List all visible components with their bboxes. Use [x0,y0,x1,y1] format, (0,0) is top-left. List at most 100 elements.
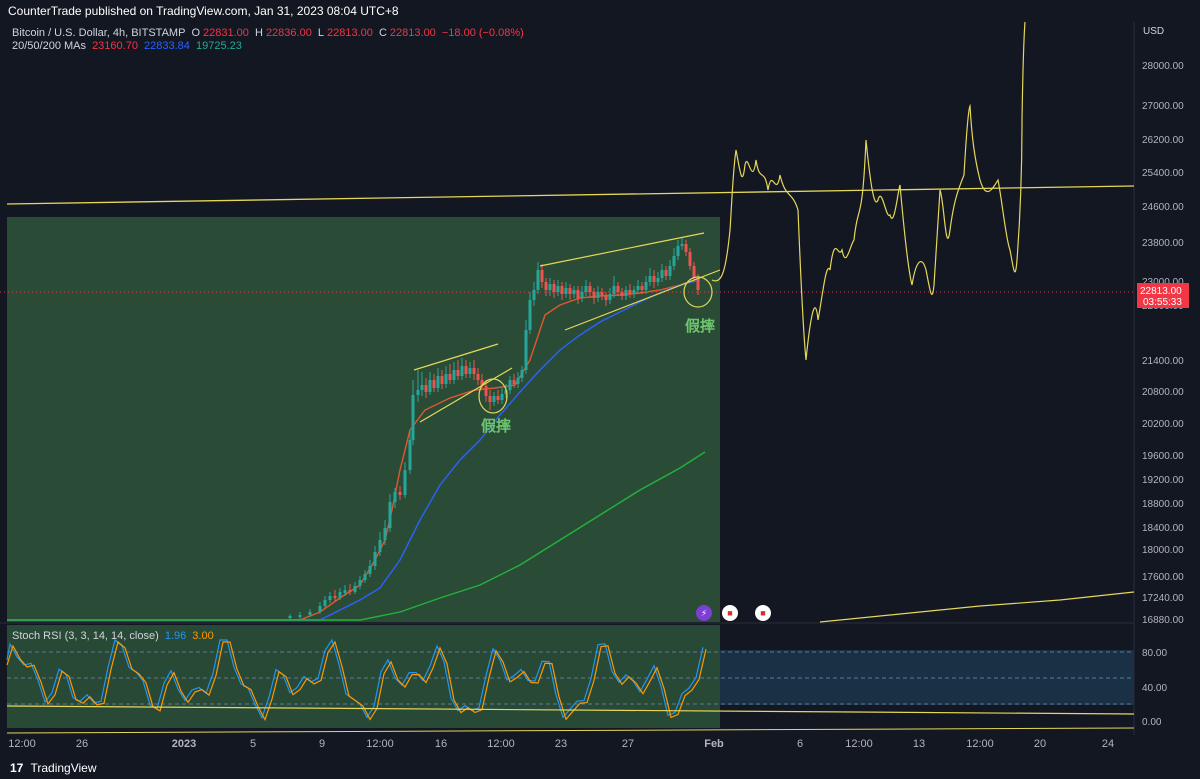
x-tick-label: 9 [319,738,325,750]
x-tick-label: 6 [797,738,803,750]
candle-body [512,380,516,384]
x-tick-label: 12:00 [845,738,873,750]
x-tick-label: 12:00 [366,738,394,750]
highlight-region [7,217,1134,728]
us-flag-icon[interactable]: ■ [722,605,738,621]
candle-body [652,276,656,282]
open-label: O [191,27,201,39]
candle-body [604,296,608,300]
candle-body [620,292,624,296]
candle-body [656,278,660,282]
x-tick-label: 26 [76,738,88,750]
x-tick-label: 12:00 [8,738,36,750]
y-tick-label: 17600.00 [1142,572,1184,583]
candle-body [532,290,536,300]
ma50-value: 22833.84 [144,40,190,52]
x-tick-label: 20 [1034,738,1046,750]
x-tick-label: 12:00 [966,738,994,750]
candle-body [420,385,424,390]
candle-body [608,294,612,300]
y-tick-label: 18400.00 [1142,523,1184,534]
footer: 17 TradingView [0,757,1200,779]
candle-body [568,288,572,294]
candle-body [680,244,684,246]
candle-body [632,290,636,294]
y-tick-label: 16880.00 [1142,615,1184,626]
candle-body [536,270,540,290]
candle-body [403,470,407,495]
candle-body [448,374,452,380]
tradingview-brand: TradingView [30,761,97,775]
candle-body [388,502,392,528]
candle-body [480,380,484,386]
candle-body [528,300,532,330]
candle-body [640,286,644,290]
y-tick-label: 25400.00 [1142,168,1184,179]
support-line-bottom [819,591,1135,623]
ma-legend: 20/50/200 MAs 23160.70 22833.84 19725.23 [12,40,245,52]
stoch-tick-label: 80.00 [1142,648,1167,659]
x-tick-label: 13 [913,738,925,750]
drawings [6,21,1135,623]
candle-body [424,385,428,392]
stoch-rsi-pane: 80.00 40.00 0.00 [6,638,1167,734]
candle-body [460,366,464,376]
y-tick-label: 26200.00 [1142,135,1184,146]
long-resistance-line [6,185,1135,205]
channel-top-line-2 [539,232,705,267]
ma-label: 20/50/200 MAs [12,40,86,52]
candle-body [552,284,556,292]
candle-body [416,390,420,395]
x-tick-label: 27 [622,738,634,750]
x-tick-label: 23 [555,738,567,750]
candle-body [456,370,460,376]
candle-body [676,246,680,256]
candle-body [464,366,468,374]
y-tick-label: 20800.00 [1142,387,1184,398]
candle-body [592,292,596,298]
candle-body [328,596,332,600]
candle-body [468,368,472,374]
candle-body [411,395,415,440]
candle-body [500,394,504,400]
candle-body [576,290,580,298]
price-tag-countdown: 03:55:33 [1143,297,1182,308]
candle-body [648,276,652,282]
candle-body [508,380,512,390]
candle-body [516,378,520,384]
highlight-main [7,217,720,622]
candle-body [298,615,302,617]
stoch-d-line [6,640,707,722]
candle-body [600,292,604,296]
stoch-trend-line [6,705,1135,715]
high-label: H [254,27,263,39]
candle-body [383,528,387,540]
x-tick-label: 16 [435,738,447,750]
ma50-line [7,279,701,621]
change-value: −18.00 (−0.08%) [441,27,524,39]
ma20-value: 23160.70 [92,40,138,52]
y-tick-label: 28000.00 [1142,61,1184,72]
stoch-d-value: 3.00 [192,630,214,642]
candle-body [564,288,568,294]
candle-body [408,440,412,470]
y-tick-label: 24600.00 [1142,202,1184,213]
candle-body [308,612,312,615]
close-label: C [378,27,387,39]
y-tick-label: 23000.00 [1142,277,1184,288]
price-axis: 28000.00 27000.00 26200.00 25400.00 24600.00… [1142,61,1184,626]
stoch-tick-label: 0.00 [1142,717,1162,728]
candle-body [596,292,600,298]
candle-body [696,278,700,290]
flag-bottom-line-1 [419,367,513,423]
candle-body [688,252,692,266]
us-flag-icon-2[interactable]: ■ [755,605,771,621]
x-tick-label: 2023 [172,738,196,750]
channel-bottom-line-2 [564,269,721,331]
candle-body [333,596,337,598]
lightning-icon[interactable]: ⚡ [696,605,712,621]
candle-body [472,368,476,374]
candle-body [484,386,488,396]
ma200-line [7,451,706,621]
